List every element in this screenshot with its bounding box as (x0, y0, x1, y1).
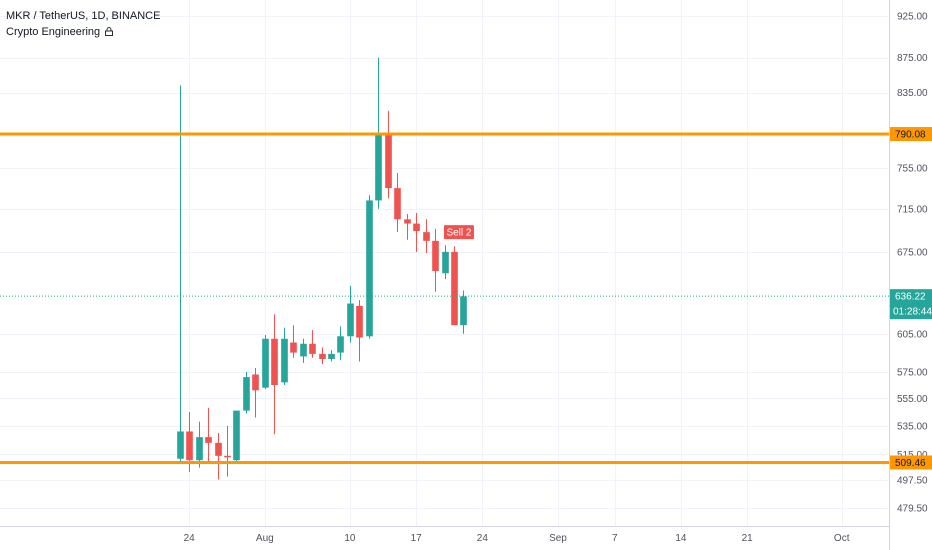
sell-signal-label: Sell 2 (446, 228, 471, 239)
price-axis-label: 535.00 (897, 421, 928, 432)
price-axis-label: 605.00 (897, 329, 928, 340)
candle-body-up (177, 431, 184, 459)
price-axis-label: 925.00 (897, 12, 928, 23)
candle-body-down (423, 232, 430, 241)
candle-body-down (205, 437, 212, 443)
time-axis-label: 21 (742, 533, 754, 544)
candle-body-up (233, 410, 240, 461)
candle-body-down (186, 431, 193, 461)
candle-body-up (442, 251, 449, 274)
price-axis-label: 715.00 (897, 204, 928, 215)
candle-body-up (337, 336, 344, 353)
candle-body-down (356, 305, 363, 338)
price-axis-label: 675.00 (897, 247, 928, 258)
price-tags: 790.08 509.46 636.22 01:28:44 Sell 2 (443, 127, 932, 470)
symbol-title[interactable]: MKR / TetherUS, 1D, BINANCE (6, 10, 161, 22)
candle-body-down (215, 442, 222, 456)
bar-countdown-label: 01:28:44 (893, 307, 932, 318)
candle-body-down (385, 134, 392, 189)
indicator-row[interactable]: Crypto Engineering (6, 24, 160, 40)
candle-body-up (196, 437, 203, 461)
level-price-label: 790.08 (895, 130, 926, 141)
price-axis-label: 755.00 (897, 164, 928, 175)
time-axis-label: 17 (411, 533, 423, 544)
candle-body-down (404, 219, 411, 224)
sell-signal-marker (443, 225, 474, 240)
price-axis-label: 875.00 (897, 53, 928, 64)
candle-body-down (432, 240, 439, 271)
time-axis-label: 24 (477, 533, 489, 544)
level-price-label: 509.46 (895, 458, 926, 469)
candle-body-down (319, 353, 326, 359)
chart-legend: MKR / TetherUS, 1D, BINANCE Crypto Engin… (6, 8, 160, 40)
level-price-tag (890, 455, 932, 470)
candle-body-down (252, 374, 259, 391)
time-axis-label: Sep (549, 533, 567, 544)
candle-body-down (271, 338, 278, 386)
candle-body-up (328, 353, 335, 359)
candle-body-down (290, 342, 297, 353)
candle-wicks (180, 57, 464, 480)
candle-body-down (451, 251, 458, 326)
price-axis-label: 835.00 (897, 88, 928, 99)
last-price-tag (890, 289, 932, 320)
candle-body-down (224, 455, 231, 458)
candle-bodies (177, 134, 467, 461)
candle-body-up (300, 343, 307, 357)
candle-body-up (347, 303, 354, 337)
price-lines (0, 132, 889, 464)
price-axis-label: 555.00 (897, 394, 928, 405)
price-axis-label: 497.50 (897, 476, 928, 487)
time-axis-label: 10 (344, 533, 356, 544)
candle-body-down (309, 343, 316, 354)
price-axis-label: 515.00 (897, 450, 928, 461)
candle-body-down (413, 223, 420, 232)
indicator-name: Crypto Engineering (6, 26, 101, 38)
time-axis-label: Aug (256, 533, 274, 544)
time-axis-label: 24 (184, 533, 196, 544)
lock-icon (105, 27, 114, 36)
candle-body-up (375, 134, 382, 201)
time-axis-label: 14 (675, 533, 687, 544)
candle-body-up (262, 338, 269, 388)
time-axis-label: Oct (834, 533, 850, 544)
candle-body-up (281, 338, 288, 383)
price-axis-label: 479.50 (897, 503, 928, 514)
candle-body-down (394, 188, 401, 220)
candle-body-up (243, 377, 250, 411)
candle-body-up (366, 200, 373, 337)
candle-body-up (460, 296, 467, 326)
level-price-tag (890, 127, 932, 142)
time-axis-label: 7 (612, 533, 618, 544)
price-axis-label: 575.00 (897, 367, 928, 378)
last-price-label: 636.22 (895, 292, 926, 303)
